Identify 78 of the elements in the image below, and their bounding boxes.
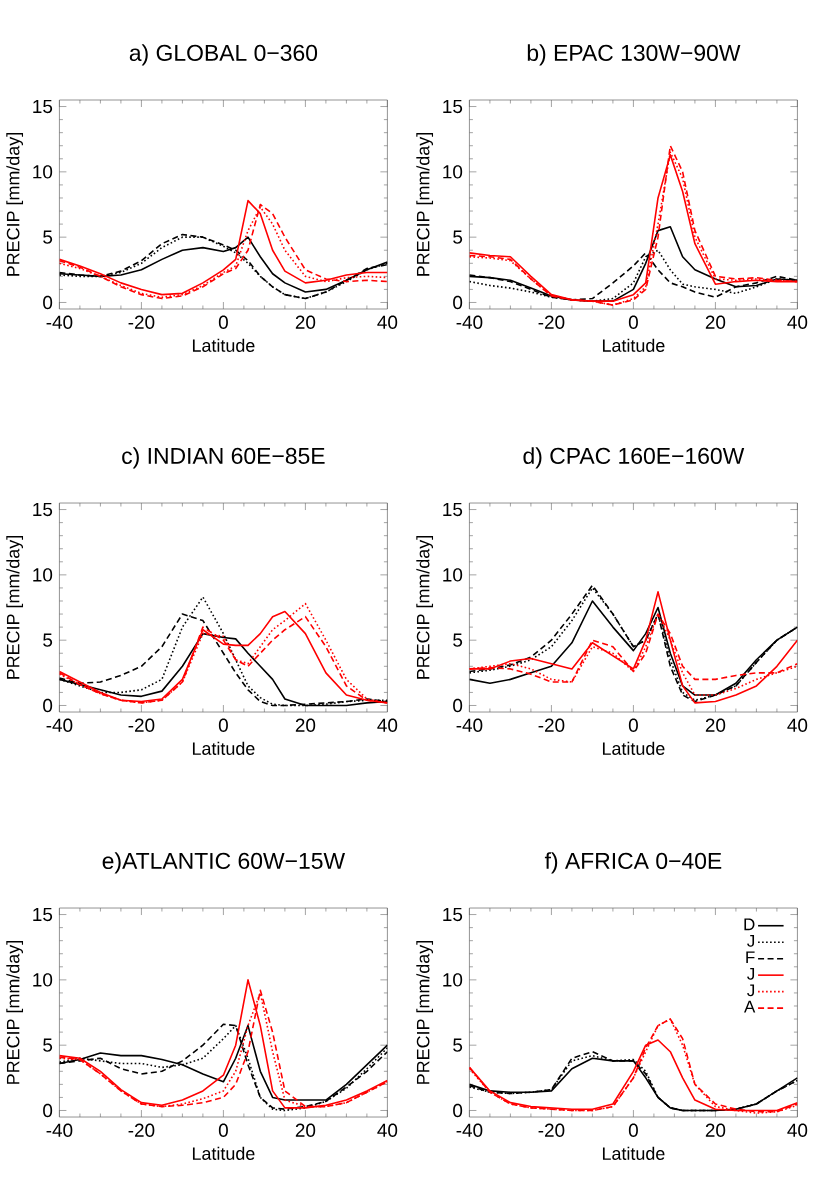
x-tick-label: 20 bbox=[295, 718, 315, 732]
y-tick-label: 5 bbox=[42, 1038, 52, 1052]
y-tick-label: 0 bbox=[452, 1103, 462, 1118]
x-tick-label: -20 bbox=[538, 718, 565, 732]
x-tick-label: 20 bbox=[295, 315, 315, 329]
x-tick-label: -20 bbox=[128, 718, 155, 732]
x-tick-label: -40 bbox=[46, 718, 73, 732]
legend-label: J bbox=[746, 984, 754, 997]
x-tick-label: -40 bbox=[456, 718, 483, 732]
y-tick-label: 10 bbox=[33, 973, 52, 987]
x-tick-label: 0 bbox=[218, 1123, 228, 1137]
x-axis-title: Latitude bbox=[602, 338, 665, 352]
x-tick-label: -20 bbox=[538, 1123, 565, 1137]
legend-label: F bbox=[746, 951, 755, 964]
y-tick-label: 10 bbox=[443, 568, 462, 582]
y-axis-title: PRECIP [mm/day] bbox=[416, 941, 433, 1084]
y-tick-label: 15 bbox=[33, 99, 52, 114]
legend-label: D bbox=[744, 918, 755, 931]
x-tick-label: -20 bbox=[128, 315, 155, 329]
x-tick-label: -20 bbox=[538, 315, 565, 329]
x-tick-label: 0 bbox=[628, 1123, 638, 1137]
y-axis-title: PRECIP [mm/day] bbox=[416, 133, 433, 276]
y-tick-label: 0 bbox=[42, 698, 52, 713]
y-tick-label: 10 bbox=[33, 568, 52, 582]
y-tick-label: 5 bbox=[452, 633, 462, 647]
x-tick-label: 0 bbox=[218, 718, 228, 732]
x-tick-label: -40 bbox=[46, 315, 73, 329]
y-tick-label: 0 bbox=[42, 295, 52, 310]
x-tick-label: 20 bbox=[705, 1123, 725, 1137]
y-tick-label: 15 bbox=[443, 99, 462, 114]
x-axis-title: Latitude bbox=[192, 1146, 255, 1160]
chart-title: e)ATLANTIC 60W−15W bbox=[102, 852, 345, 874]
y-tick-label: 0 bbox=[452, 698, 462, 713]
x-tick-label: -40 bbox=[456, 1123, 483, 1137]
y-axis-title: PRECIP [mm/day] bbox=[6, 941, 23, 1084]
y-tick-label: 5 bbox=[42, 230, 52, 244]
y-tick-label: 5 bbox=[452, 1038, 462, 1052]
y-tick-label: 10 bbox=[443, 973, 462, 987]
x-tick-label: 40 bbox=[787, 718, 807, 732]
x-tick-label: 20 bbox=[705, 718, 725, 732]
x-tick-label: 0 bbox=[218, 315, 228, 329]
x-tick-label: 20 bbox=[705, 315, 725, 329]
x-tick-label: -40 bbox=[456, 315, 483, 329]
x-tick-label: 40 bbox=[377, 315, 397, 329]
legend-label: A bbox=[743, 1000, 756, 1013]
legend-label: J bbox=[746, 934, 754, 947]
y-tick-label: 15 bbox=[443, 502, 462, 517]
y-tick-label: 5 bbox=[42, 633, 52, 647]
x-tick-label: 0 bbox=[628, 718, 638, 732]
x-tick-label: 40 bbox=[377, 718, 397, 732]
y-axis-title: PRECIP [mm/day] bbox=[6, 133, 23, 276]
y-tick-label: 0 bbox=[42, 1103, 52, 1118]
y-tick-label: 15 bbox=[33, 502, 52, 517]
chart-title: a) GLOBAL 0−360 bbox=[129, 44, 317, 66]
y-tick-label: 5 bbox=[452, 230, 462, 244]
y-tick-label: 15 bbox=[33, 907, 52, 922]
x-tick-label: 40 bbox=[787, 315, 807, 329]
x-tick-label: -20 bbox=[128, 1123, 155, 1137]
x-tick-label: 20 bbox=[295, 1123, 315, 1137]
legend-label: J bbox=[746, 967, 754, 980]
x-tick-label: -40 bbox=[46, 1123, 73, 1137]
chart-title: b) EPAC 130W−90W bbox=[527, 44, 741, 66]
y-tick-label: 10 bbox=[33, 165, 52, 179]
x-axis-title: Latitude bbox=[192, 741, 255, 755]
x-axis-title: Latitude bbox=[602, 1146, 665, 1160]
y-axis-title: PRECIP [mm/day] bbox=[6, 536, 23, 679]
x-tick-label: 40 bbox=[377, 1123, 397, 1137]
y-tick-label: 0 bbox=[452, 295, 462, 310]
y-tick-label: 10 bbox=[443, 165, 462, 179]
x-tick-label: 40 bbox=[787, 1123, 807, 1137]
chart-title: d) CPAC 160E−160W bbox=[523, 447, 745, 469]
y-axis-title: PRECIP [mm/day] bbox=[416, 536, 433, 679]
x-axis-title: Latitude bbox=[192, 338, 255, 352]
y-tick-label: 15 bbox=[443, 907, 462, 922]
x-axis-title: Latitude bbox=[602, 741, 665, 755]
chart-title: f) AFRICA 0−40E bbox=[544, 852, 722, 874]
chart-title: c) INDIAN 60E−85E bbox=[121, 447, 325, 469]
x-tick-label: 0 bbox=[628, 315, 638, 329]
